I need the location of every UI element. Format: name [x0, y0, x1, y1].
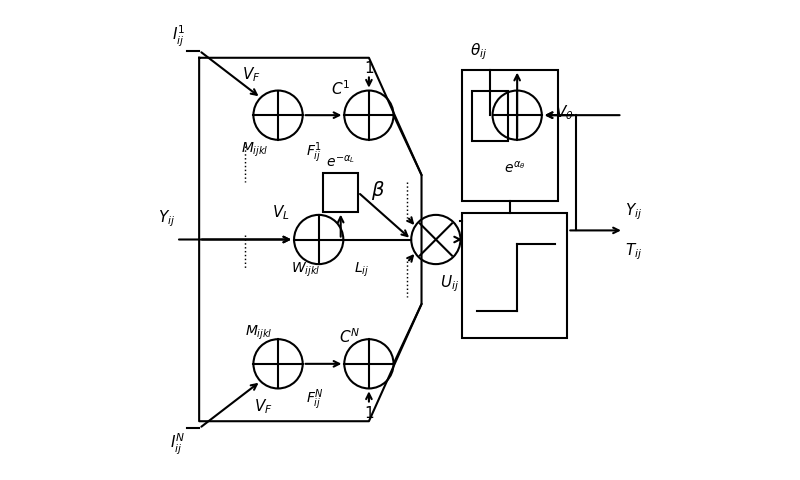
Text: $Y_{ij}$: $Y_{ij}$	[625, 201, 642, 222]
Text: $I_{ij}^N$: $I_{ij}^N$	[170, 431, 186, 456]
Text: $C^1$: $C^1$	[331, 79, 351, 98]
Text: $W_{ijkl}$: $W_{ijkl}$	[290, 260, 320, 278]
Text: $\theta_{ij}$: $\theta_{ij}$	[470, 41, 487, 62]
Text: $M_{ijkl}$: $M_{ijkl}$	[245, 323, 273, 341]
Bar	[462, 214, 567, 338]
Text: $e^{-\alpha_L}$: $e^{-\alpha_L}$	[326, 154, 355, 169]
Text: $V_\theta$: $V_\theta$	[555, 103, 574, 121]
Text: $\beta$: $\beta$	[371, 179, 385, 202]
Text: $C^N$: $C^N$	[339, 326, 361, 345]
Text: $V_F$: $V_F$	[242, 65, 261, 84]
Text: $e^{\alpha_\theta}$: $e^{\alpha_\theta}$	[504, 160, 526, 176]
Text: $F_{ij}^N$: $F_{ij}^N$	[306, 387, 325, 411]
Text: $Y_{ij}$: $Y_{ij}$	[158, 207, 174, 228]
Text: $U_{ij}$: $U_{ij}$	[440, 273, 458, 294]
Text: $1$: $1$	[364, 404, 374, 420]
Text: $M_{ijkl}$: $M_{ijkl}$	[242, 141, 269, 159]
Bar	[323, 173, 358, 212]
Text: $L_{ij}$: $L_{ij}$	[354, 260, 369, 278]
Bar	[472, 92, 507, 142]
Text: $V_F$: $V_F$	[254, 396, 273, 415]
Text: $V_L$: $V_L$	[271, 203, 290, 222]
Text: $T_{ij}$: $T_{ij}$	[625, 241, 642, 262]
Text: $1$: $1$	[364, 60, 374, 76]
Text: $I_{ij}^1$: $I_{ij}^1$	[172, 24, 186, 49]
Bar	[462, 71, 558, 202]
Text: $F_{ij}^1$: $F_{ij}^1$	[306, 140, 322, 164]
